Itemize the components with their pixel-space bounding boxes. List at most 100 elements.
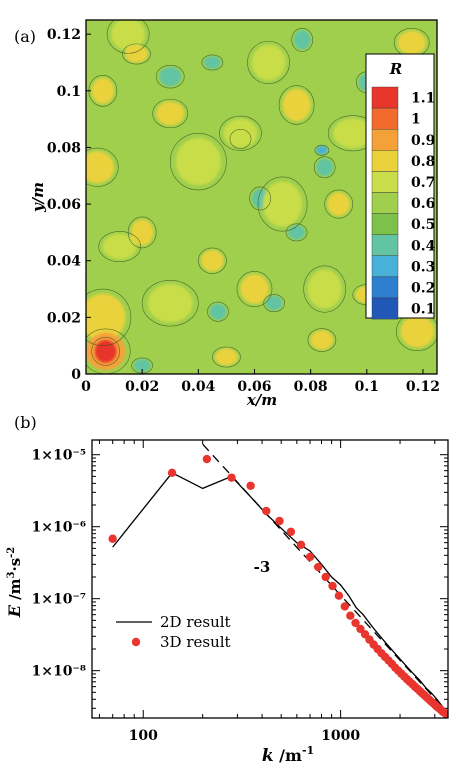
map-x-tick-label: 0.06: [237, 379, 271, 395]
spectrum-y-tick-label: 1×10⁻⁷: [32, 592, 86, 608]
series-3d-result-point: [202, 454, 212, 464]
colorbar-level-label: 0.3: [411, 259, 435, 275]
map-x-tick-label: 0.04: [181, 379, 215, 395]
contour-patch: [223, 118, 258, 148]
colorbar-level-label: 0.9: [411, 133, 435, 149]
contour-line: [313, 156, 336, 179]
contour-patch: [316, 146, 328, 155]
legend: 2D result 3D result: [116, 613, 231, 651]
contour-patch: [293, 30, 311, 50]
map-y-axis: 0 0.02 0.04 0.06 0.08 0.1 0.12: [47, 27, 91, 383]
contour-patch: [310, 330, 334, 350]
contour-line: [236, 271, 273, 308]
series-3d-result-point: [305, 552, 315, 562]
map-y-tick-label: 0.1: [57, 84, 81, 100]
map-x-axis-title: x/m: [246, 391, 277, 409]
map-y-tick-label: 0.06: [47, 197, 81, 213]
spectrum-plot-area: [108, 443, 448, 718]
contour-line: [141, 279, 199, 327]
contour-patch: [86, 293, 126, 341]
map-x-tick-label: 0.12: [406, 379, 440, 395]
panel-a-label: (a): [14, 27, 36, 46]
contour-line: [98, 231, 142, 263]
series-3d-result-point: [167, 468, 177, 478]
contour-line: [207, 301, 229, 322]
contour-lines: [86, 20, 437, 374]
contour-patch: [262, 181, 303, 227]
series-3d-result-point: [346, 611, 355, 620]
colorbar-level-label: 0.2: [411, 280, 435, 296]
colorbar-swatch: [371, 86, 399, 109]
series-2d-result-line: [112, 471, 448, 714]
contour-patch: [209, 303, 227, 320]
spectrum-y-tick-label: 1×10⁻⁸: [32, 664, 86, 680]
contour-patch: [91, 77, 115, 104]
contour-patch: [130, 219, 154, 246]
colorbar-swatch: [371, 276, 399, 299]
contour-patch: [147, 284, 193, 323]
spectrum-x-tick-label: 1000: [321, 728, 360, 744]
contour-patch: [215, 348, 238, 366]
colorbar-levels: 1.1 1 0.9 0.8 0.7 0.6 0.5 0.4 0.3 0.2 0.1: [371, 86, 436, 320]
series-3d-result-point: [227, 473, 236, 482]
map-x-tick-label: 0.08: [294, 379, 328, 395]
contour-line: [247, 40, 290, 85]
colorbar-title: R: [389, 60, 402, 78]
panel-b-label: (b): [14, 413, 37, 432]
series-3d-result-point: [296, 540, 306, 550]
contour-line: [169, 132, 227, 191]
contour-line: [314, 144, 330, 156]
map-y-axis-title: y/m: [29, 182, 47, 213]
series-3d-result-point: [328, 581, 337, 591]
series-3d-result-point: [275, 516, 284, 526]
contour-patch: [175, 138, 221, 186]
contour-line: [249, 186, 271, 211]
colorbar-level-label: 0.6: [411, 196, 435, 212]
series-3d-result-point: [108, 534, 117, 543]
colorbar-swatch: [371, 150, 399, 172]
spectrum-axes: 100 1000 1×10⁻⁵ 1×10⁻⁶ 1×10⁻⁷ 1×10⁻⁸: [32, 440, 448, 744]
colorbar-swatch: [371, 171, 399, 193]
spectrum-y-axis-title: E /m3·s-2: [5, 547, 24, 619]
colorbar-level-label: 1.1: [411, 91, 435, 107]
contour-patches: [86, 20, 435, 372]
contour-line: [285, 223, 308, 242]
contour-patch: [94, 339, 117, 364]
colorbar-level-label: 0.4: [411, 238, 436, 254]
contour-line: [86, 147, 119, 187]
contour-patch: [400, 315, 435, 348]
colorbar-level-label: 0.1: [411, 302, 435, 318]
contour-line: [263, 294, 285, 313]
contour-line: [219, 115, 262, 151]
map-x-tick-label: 0: [81, 379, 91, 395]
map-frame: [85, 19, 438, 375]
contour-line: [86, 288, 132, 346]
map-y-tick-label: 0.12: [47, 27, 81, 43]
contour-line: [303, 265, 347, 313]
contour-line: [155, 64, 185, 89]
series-3d-result-point: [286, 527, 296, 536]
slope-annotation: -3: [254, 558, 271, 576]
series-3d-result-point: [340, 602, 349, 611]
contour-line: [307, 328, 337, 352]
colorbar-swatch: [371, 213, 399, 235]
colorbar-level-label: 0.7: [411, 175, 435, 191]
contour-patch: [156, 101, 185, 126]
legend-2d-label: 2D result: [160, 613, 231, 631]
series-3d-result-point: [314, 562, 323, 572]
contour-line: [122, 43, 151, 65]
contour-patch: [86, 151, 115, 184]
contour-line: [278, 85, 315, 125]
legend-3d-label: 3D result: [160, 633, 231, 651]
contour-patch: [201, 250, 224, 272]
map-y-tick-label: 0.04: [47, 254, 81, 270]
spectrum-x-axis-title: k /m-1: [262, 744, 314, 766]
contour-patch: [265, 296, 283, 311]
contour-patch: [133, 359, 151, 372]
legend-3d-swatch: [131, 637, 141, 647]
colorbar-swatch: [371, 297, 399, 320]
colorbar-level-label: 0.8: [411, 154, 435, 170]
contour-line: [229, 129, 252, 149]
contour-line: [198, 247, 227, 274]
panel-b: (b) 100 1000 1×10⁻⁵ 1×10⁻⁶ 1×10⁻⁷ 1×10⁻⁸ -3 2…: [5, 413, 449, 766]
